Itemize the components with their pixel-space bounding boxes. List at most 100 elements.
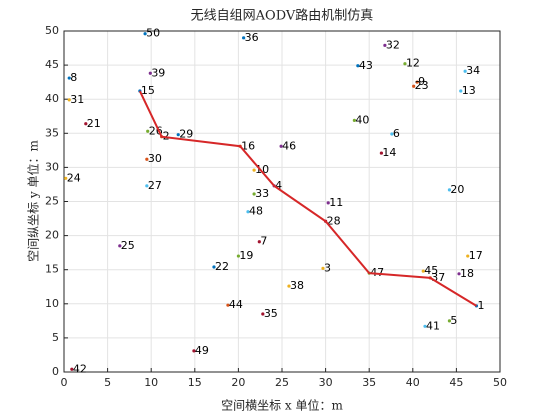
node-marker (143, 32, 147, 36)
node-label: 18 (460, 267, 474, 280)
node-label: 17 (469, 249, 483, 262)
y-tick-label: 30 (45, 160, 59, 173)
node-label: 29 (179, 128, 193, 141)
node-label: 4 (275, 179, 282, 192)
node-marker (192, 349, 196, 353)
node-marker (447, 319, 452, 323)
node-marker (252, 192, 256, 196)
node-label: 3 (324, 261, 331, 274)
node-marker (390, 132, 394, 136)
node-marker (287, 284, 291, 288)
node-marker (70, 367, 74, 371)
node-label: 24 (67, 171, 81, 184)
node-marker (226, 303, 230, 307)
node-marker (64, 176, 68, 180)
y-tick-label: 15 (45, 263, 59, 276)
node-marker (457, 272, 461, 276)
node-marker (326, 201, 330, 205)
node-marker (415, 80, 419, 84)
node-marker (145, 184, 149, 188)
node-marker (261, 312, 265, 316)
node-label: 25 (121, 239, 135, 252)
x-tick-label: 15 (188, 376, 202, 389)
node-marker (459, 89, 463, 93)
x-tick-label: 20 (231, 376, 245, 389)
node-label: 34 (466, 64, 480, 77)
chart-title: 无线自组网AODV路由机制仿真 (191, 8, 374, 24)
node-label: 36 (245, 31, 259, 44)
node-marker (321, 266, 325, 270)
node-marker (257, 240, 261, 244)
axes-box (63, 30, 501, 373)
node-marker (146, 129, 150, 133)
node-label: 46 (282, 139, 296, 152)
node-label: 48 (249, 205, 263, 218)
node-label: 11 (329, 196, 343, 209)
node-label: 40 (355, 113, 369, 126)
node-marker (236, 254, 240, 258)
x-tick-label: 10 (144, 376, 158, 389)
node-label: 43 (359, 59, 373, 72)
node-label: 33 (255, 187, 269, 200)
x-tick-label: 35 (362, 376, 376, 389)
x-tick-label: 30 (319, 376, 333, 389)
x-tick-label: 0 (61, 376, 68, 389)
node-label: 27 (148, 179, 162, 192)
route-line (138, 90, 477, 307)
node-label: 9 (418, 75, 425, 88)
x-axis-label: 空间横坐标 x 单位：m (221, 398, 343, 413)
node-label: 21 (87, 117, 101, 130)
x-tick-label: 25 (275, 376, 289, 389)
node-marker (148, 71, 152, 75)
node-label: 16 (241, 139, 255, 152)
node-marker (118, 244, 122, 248)
node-label: 23 (415, 79, 429, 92)
node-label: 31 (70, 93, 84, 106)
node-marker (252, 168, 256, 172)
node-label: 5 (450, 314, 457, 327)
y-tick-label: 50 (45, 24, 59, 37)
node-label: 6 (393, 127, 400, 140)
y-axis-label: 空间纵坐标 y 单位：m (26, 139, 41, 261)
node-marker (67, 76, 71, 80)
y-tick-label: 20 (45, 229, 59, 242)
node-label: 50 (146, 27, 160, 40)
node-label: 2 (163, 130, 170, 143)
node-marker (423, 324, 427, 328)
x-tick-label: 45 (449, 376, 463, 389)
node-marker (403, 62, 407, 66)
y-tick-label: 35 (45, 126, 59, 139)
node-marker (463, 69, 467, 73)
node-label: 8 (70, 71, 77, 84)
x-tick-label: 40 (406, 376, 420, 389)
y-tick-label: 5 (52, 331, 59, 344)
node-label: 20 (450, 183, 464, 196)
node-label: 14 (382, 146, 396, 159)
node-label: 15 (141, 84, 155, 97)
node-label: 22 (215, 260, 229, 273)
node-marker (67, 98, 71, 102)
y-tick-label: 10 (45, 297, 59, 310)
y-tick-label: 40 (45, 92, 59, 105)
node-marker (145, 157, 149, 161)
node-label: 26 (149, 124, 163, 137)
node-label: 35 (264, 307, 278, 320)
node-marker (421, 269, 425, 273)
y-tick-label: 25 (45, 195, 59, 208)
node-marker (246, 210, 250, 214)
node-marker (412, 84, 416, 88)
node-label: 42 (73, 362, 87, 375)
node-marker (383, 43, 387, 47)
node-label: 1 (477, 299, 484, 312)
node-marker (212, 265, 216, 269)
node-marker (84, 122, 88, 126)
y-tick-label: 45 (45, 58, 59, 71)
node-label: 44 (229, 298, 243, 311)
y-tick-label: 0 (52, 365, 59, 378)
node-marker (279, 144, 283, 148)
node-label: 19 (239, 249, 253, 262)
node-label: 49 (195, 344, 209, 357)
node-label: 13 (462, 84, 476, 97)
x-tick-label: 5 (104, 376, 111, 389)
